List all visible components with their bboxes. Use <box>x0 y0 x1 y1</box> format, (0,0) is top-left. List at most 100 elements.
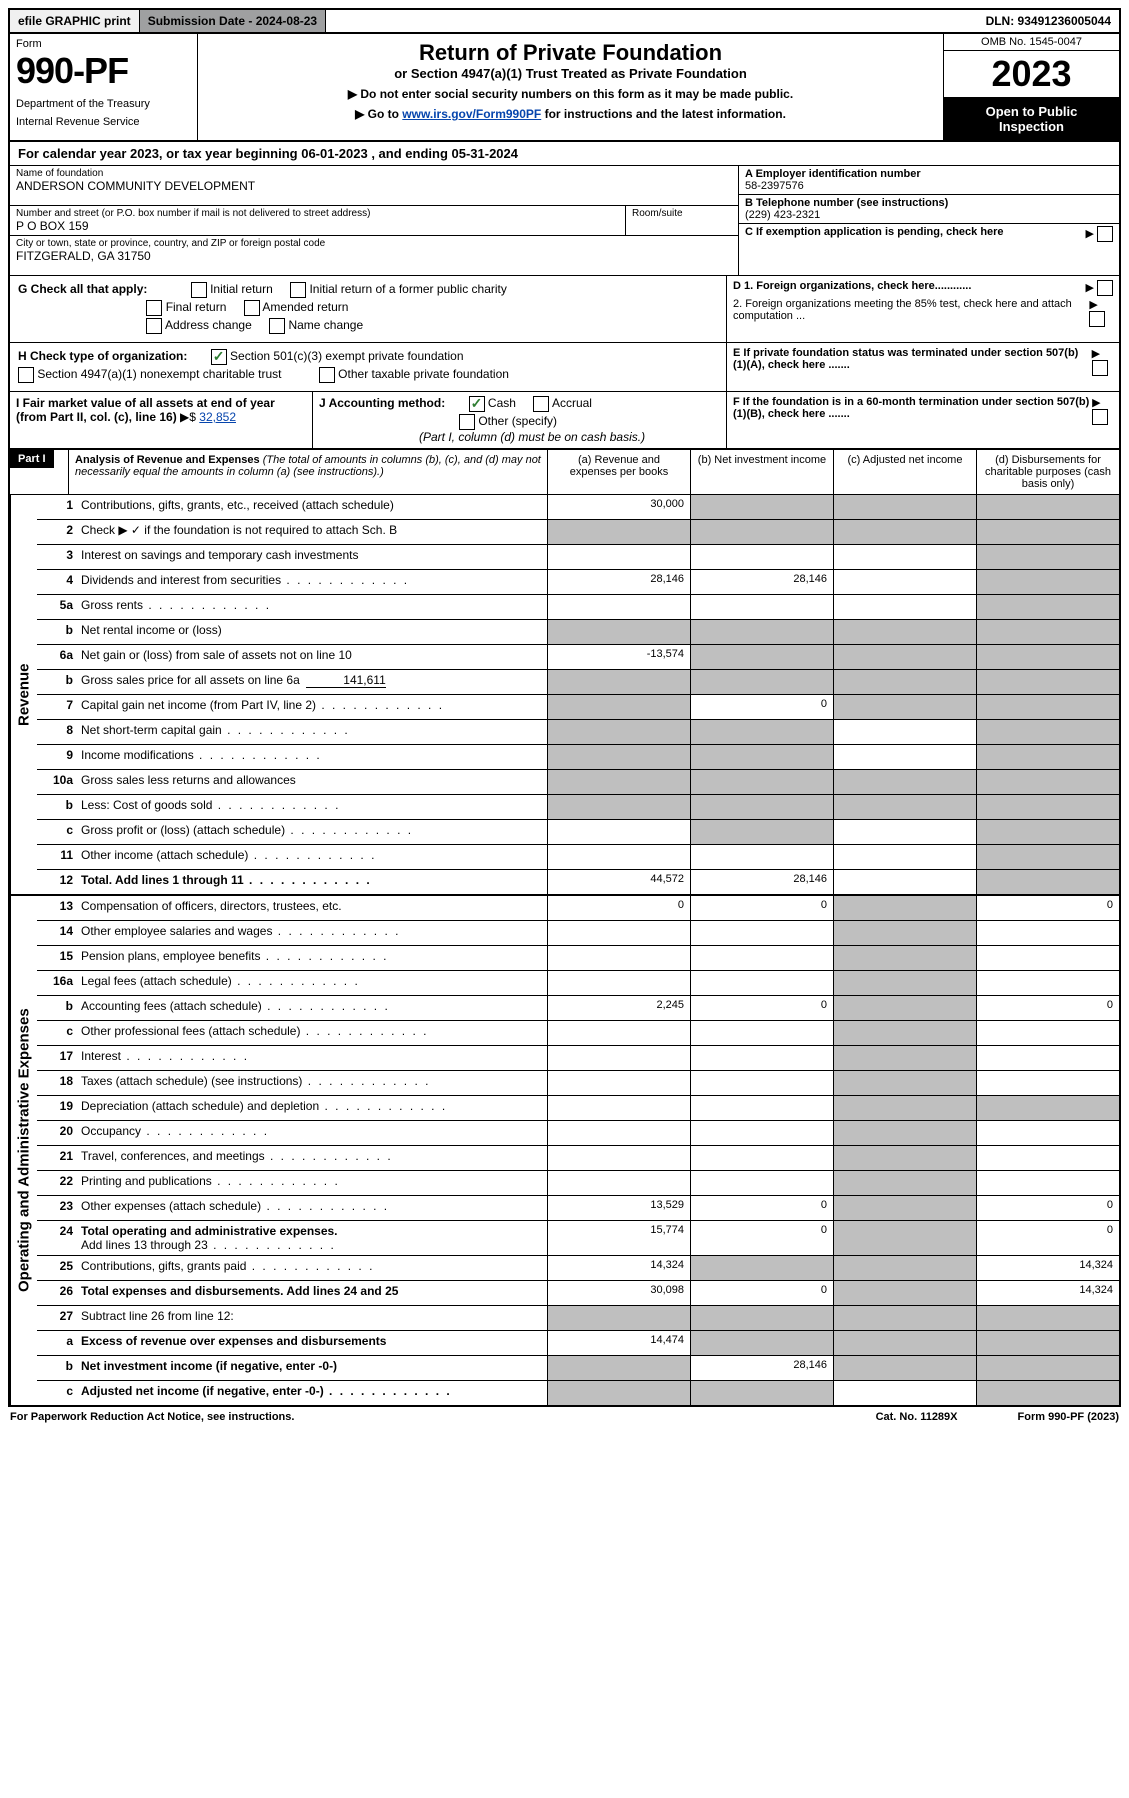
section-h: H Check type of organization: Section 50… <box>8 343 1121 392</box>
line-24-d: 0 <box>976 1221 1119 1255</box>
line-23-desc: Other expenses (attach schedule) <box>77 1196 547 1220</box>
line-6a-a: -13,574 <box>547 645 690 669</box>
cb-final-return[interactable] <box>146 300 162 316</box>
h-label: H Check type of organization: <box>18 349 187 363</box>
line-13-a: 0 <box>547 896 690 920</box>
expenses-side-label: Operating and Administrative Expenses <box>10 896 37 1405</box>
open-inspection: Open to Public Inspection <box>944 98 1119 140</box>
line-27c-desc: Adjusted net income (if negative, enter … <box>77 1381 547 1405</box>
cb-cash[interactable] <box>469 396 485 412</box>
efile-print-button[interactable]: efile GRAPHIC print <box>10 10 140 32</box>
line-19-desc: Depreciation (attach schedule) and deple… <box>77 1096 547 1120</box>
d1-checkbox[interactable] <box>1097 280 1113 296</box>
cb-accrual[interactable] <box>533 396 549 412</box>
d2-checkbox[interactable] <box>1089 311 1105 327</box>
city-state-zip: FITZGERALD, GA 31750 <box>16 249 732 263</box>
cb-other-method[interactable] <box>459 414 475 430</box>
irs-label: Internal Revenue Service <box>16 116 191 128</box>
form-label: Form <box>16 38 191 50</box>
cb-initial-return[interactable] <box>191 282 207 298</box>
col-c-header: (c) Adjusted net income <box>834 450 977 494</box>
address: P O BOX 159 <box>16 219 619 233</box>
form-number: 990-PF <box>16 50 191 92</box>
revenue-section: Revenue 1Contributions, gifts, grants, e… <box>8 495 1121 896</box>
line-2-desc: Check ▶ ✓ if the foundation is not requi… <box>77 520 547 544</box>
line-4-b: 28,146 <box>690 570 833 594</box>
top-bar: efile GRAPHIC print Submission Date - 20… <box>8 8 1121 34</box>
line-25-a: 14,324 <box>547 1256 690 1280</box>
footer: For Paperwork Reduction Act Notice, see … <box>8 1407 1121 1427</box>
irs-link[interactable]: www.irs.gov/Form990PF <box>402 107 541 121</box>
line-10b-desc: Less: Cost of goods sold <box>77 795 547 819</box>
part1-title: Analysis of Revenue and Expenses <box>75 454 260 466</box>
cb-501c3[interactable] <box>211 349 227 365</box>
line-20-desc: Occupancy <box>77 1121 547 1145</box>
c-checkbox[interactable] <box>1097 226 1113 242</box>
line-15-desc: Pension plans, employee benefits <box>77 946 547 970</box>
omb-number: OMB No. 1545-0047 <box>944 34 1119 51</box>
form-id: Form 990-PF (2023) <box>1018 1411 1119 1423</box>
line-6a-desc: Net gain or (loss) from sale of assets n… <box>77 645 547 669</box>
line-18-desc: Taxes (attach schedule) (see instruction… <box>77 1071 547 1095</box>
line-27b-b: 28,146 <box>690 1356 833 1380</box>
col-d-header: (d) Disbursements for charitable purpose… <box>977 450 1119 494</box>
line-16b-b: 0 <box>690 996 833 1020</box>
line-23-b: 0 <box>690 1196 833 1220</box>
line-5b-desc: Net rental income or (loss) <box>77 620 547 644</box>
cb-amended-return[interactable] <box>244 300 260 316</box>
note-link: ▶ Go to www.irs.gov/Form990PF for instru… <box>208 107 933 121</box>
line-3-desc: Interest on savings and temporary cash i… <box>77 545 547 569</box>
cb-initial-former[interactable] <box>290 282 306 298</box>
ein-label: A Employer identification number <box>745 168 1113 180</box>
line-17-desc: Interest <box>77 1046 547 1070</box>
line-23-d: 0 <box>976 1196 1119 1220</box>
line-26-desc: Total expenses and disbursements. Add li… <box>77 1281 547 1305</box>
cb-name-change[interactable] <box>269 318 285 334</box>
city-label: City or town, state or province, country… <box>16 238 732 249</box>
form-subtitle: or Section 4947(a)(1) Trust Treated as P… <box>208 66 933 81</box>
line-10a-desc: Gross sales less returns and allowances <box>77 770 547 794</box>
line-22-desc: Printing and publications <box>77 1171 547 1195</box>
i-arrow: ▶$ <box>180 410 196 424</box>
line-25-desc: Contributions, gifts, grants paid <box>77 1256 547 1280</box>
phone-label: B Telephone number (see instructions) <box>745 197 1113 209</box>
cb-4947a1[interactable] <box>18 367 34 383</box>
submission-date: Submission Date - 2024-08-23 <box>140 10 326 32</box>
i-value[interactable]: 32,852 <box>199 410 236 424</box>
line-16a-desc: Legal fees (attach schedule) <box>77 971 547 995</box>
line-27a-a: 14,474 <box>547 1331 690 1355</box>
cat-no: Cat. No. 11289X <box>876 1411 958 1423</box>
line-12-b: 28,146 <box>690 870 833 894</box>
section-i-j: I Fair market value of all assets at end… <box>8 392 1121 449</box>
line-7-b: 0 <box>690 695 833 719</box>
line-7-desc: Capital gain net income (from Part IV, l… <box>77 695 547 719</box>
line-16b-a: 2,245 <box>547 996 690 1020</box>
addr-label: Number and street (or P.O. box number if… <box>16 208 619 219</box>
line-27b-desc: Net investment income (if negative, ente… <box>77 1356 547 1380</box>
e-checkbox[interactable] <box>1092 360 1108 376</box>
phone-value: (229) 423-2321 <box>745 209 1113 221</box>
line-27-desc: Subtract line 26 from line 12: <box>77 1306 547 1330</box>
line-4-a: 28,146 <box>547 570 690 594</box>
line-4-desc: Dividends and interest from securities <box>77 570 547 594</box>
dln: DLN: 93491236005044 <box>978 10 1119 32</box>
line-26-b: 0 <box>690 1281 833 1305</box>
line-24-a: 15,774 <box>547 1221 690 1255</box>
line-24-desc: Total operating and administrative expen… <box>77 1221 547 1255</box>
f-checkbox[interactable] <box>1092 409 1108 425</box>
line-26-a: 30,098 <box>547 1281 690 1305</box>
line-26-d: 14,324 <box>976 1281 1119 1305</box>
cb-address-change[interactable] <box>146 318 162 334</box>
calendar-year: For calendar year 2023, or tax year begi… <box>8 142 1121 166</box>
j-label: J Accounting method: <box>319 396 445 410</box>
line-6b-inline: 141,611 <box>306 673 386 688</box>
cb-other-taxable[interactable] <box>319 367 335 383</box>
line-13-d: 0 <box>976 896 1119 920</box>
line-10c-desc: Gross profit or (loss) (attach schedule) <box>77 820 547 844</box>
paperwork-notice: For Paperwork Reduction Act Notice, see … <box>10 1411 294 1423</box>
line-21-desc: Travel, conferences, and meetings <box>77 1146 547 1170</box>
c-label: C If exemption application is pending, c… <box>745 226 1004 238</box>
line-6b-desc: Gross sales price for all assets on line… <box>77 670 547 694</box>
room-label: Room/suite <box>632 208 732 219</box>
ein-value: 58-2397576 <box>745 180 1113 192</box>
